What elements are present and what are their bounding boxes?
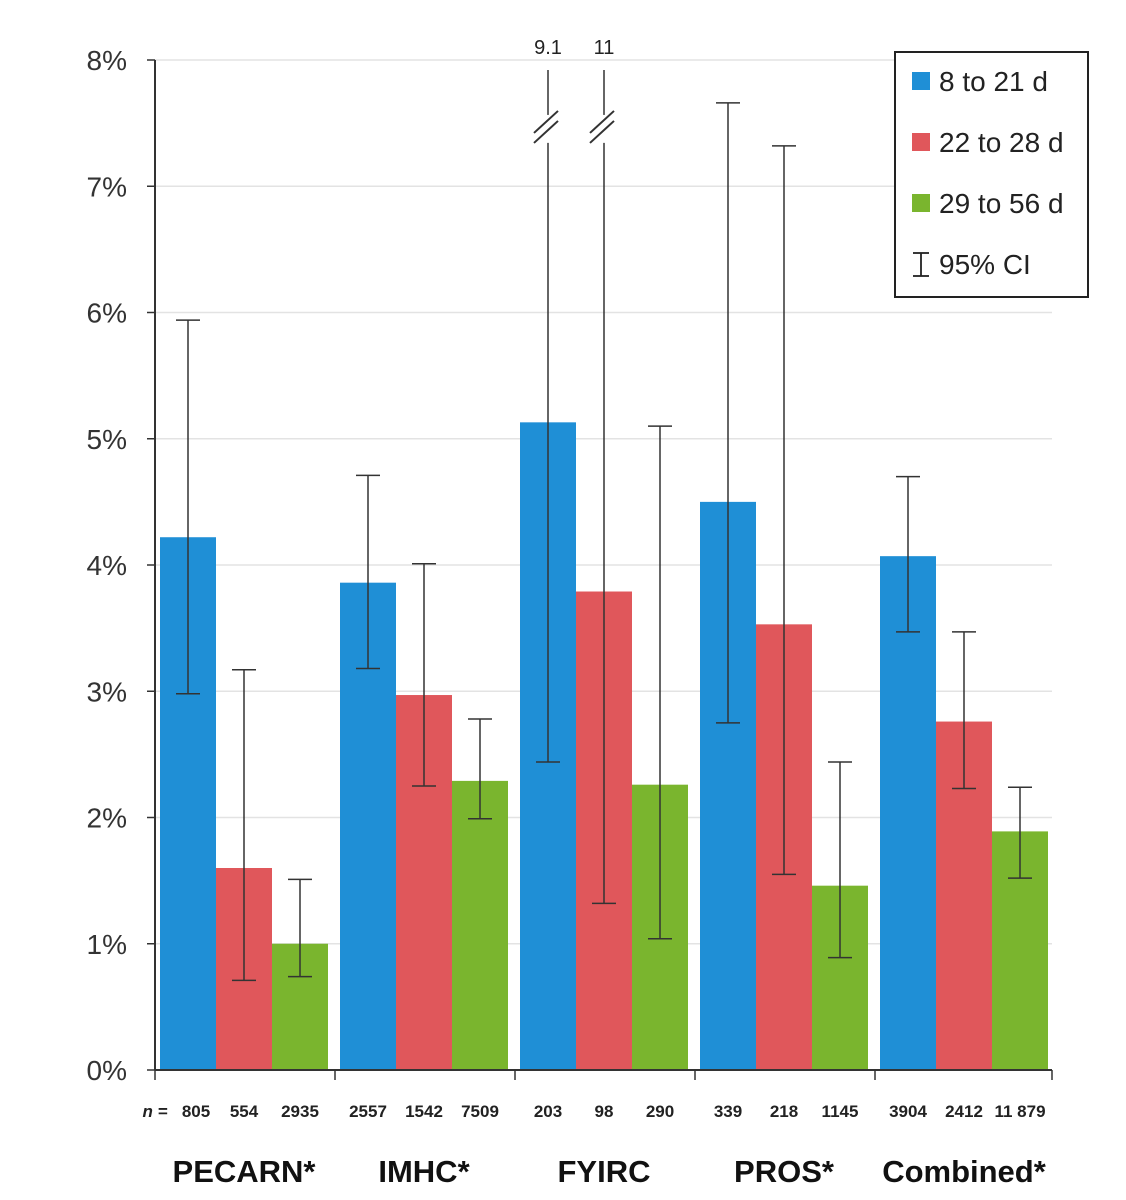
legend-label-8-to-21-d: 8 to 21 d xyxy=(939,66,1048,97)
y-tick-label-0: 0% xyxy=(87,1055,127,1086)
legend: 8 to 21 d 22 to 28 d 29 to 56 d 95% CI xyxy=(894,51,1089,298)
n-label-combined-22-to-28-d: 2412 xyxy=(945,1102,983,1121)
axis-labels: 0% 1% 2% 3% 4% 5% 6% 7% 8% n = 805 554 2935 PECARN* 25… xyxy=(87,37,1047,1189)
legend-label-29-to-56-d: 29 to 56 d xyxy=(939,188,1064,219)
legend-swatch-29-to-56-d xyxy=(912,194,930,212)
n-label-pros-22-to-28-d: 218 xyxy=(770,1102,798,1121)
ci-break-mark-b-fyirc-8-to-21-d xyxy=(533,120,559,144)
n-label-pecarn-29-to-56-d: 2935 xyxy=(281,1102,319,1121)
legend-label-95-ci: 95% CI xyxy=(939,249,1031,280)
n-label-combined-29-to-56-d: 11 879 xyxy=(994,1102,1045,1121)
category-label-pros: PROS* xyxy=(734,1154,835,1189)
n-label-pecarn-22-to-28-d: 554 xyxy=(230,1102,259,1121)
n-label-pros-29-to-56-d: 1145 xyxy=(822,1102,859,1121)
y-tick-label-3: 3% xyxy=(87,676,127,707)
y-tick-label-1: 1% xyxy=(87,929,127,960)
error-bars xyxy=(176,70,1032,982)
n-label-imhc-8-to-21-d: 2557 xyxy=(349,1102,387,1121)
n-label-fyirc-22-to-28-d: 98 xyxy=(595,1102,614,1121)
y-tick-label-7: 7% xyxy=(87,171,127,202)
ci-break-label-fyirc-22-to-28-d: 11 xyxy=(594,37,615,59)
bar-imhc-29-to-56-d xyxy=(452,780,508,1070)
axes xyxy=(147,59,1053,1080)
category-label-combined: Combined* xyxy=(882,1154,1047,1189)
y-tick-label-4: 4% xyxy=(87,550,127,581)
legend-swatch-8-to-21-d xyxy=(912,72,930,90)
n-label-imhc-22-to-28-d: 1542 xyxy=(405,1102,443,1121)
legend-label-22-to-28-d: 22 to 28 d xyxy=(939,127,1064,158)
n-label-combined-8-to-21-d: 3904 xyxy=(889,1102,927,1121)
ci-break-mark-a-fyirc-8-to-21-d xyxy=(533,110,559,134)
category-label-pecarn: PECARN* xyxy=(173,1154,317,1189)
legend-box xyxy=(894,51,1089,298)
bar-combined-8-to-21-d xyxy=(880,556,936,1070)
category-label-imhc: IMHC* xyxy=(378,1154,470,1189)
ci-break-mark-b-fyirc-22-to-28-d xyxy=(589,120,615,144)
ci-break-label-fyirc-8-to-21-d: 9.1 xyxy=(534,37,562,59)
y-tick-label-6: 6% xyxy=(87,298,127,329)
y-tick-label-8: 8% xyxy=(87,45,127,76)
y-tick-label-2: 2% xyxy=(87,803,127,834)
legend-swatch-22-to-28-d xyxy=(912,133,930,151)
n-label-fyirc-29-to-56-d: 290 xyxy=(646,1102,674,1121)
n-prefix-label: n = xyxy=(142,1102,167,1121)
n-label-imhc-29-to-56-d: 7509 xyxy=(461,1102,499,1121)
y-tick-label-5: 5% xyxy=(87,424,127,455)
n-label-fyirc-8-to-21-d: 203 xyxy=(534,1102,562,1121)
n-label-pros-8-to-21-d: 339 xyxy=(714,1102,742,1121)
ci-break-mark-a-fyirc-22-to-28-d xyxy=(589,110,615,134)
n-label-pecarn-8-to-21-d: 805 xyxy=(182,1102,210,1121)
category-label-fyirc: FYIRC xyxy=(558,1154,651,1189)
